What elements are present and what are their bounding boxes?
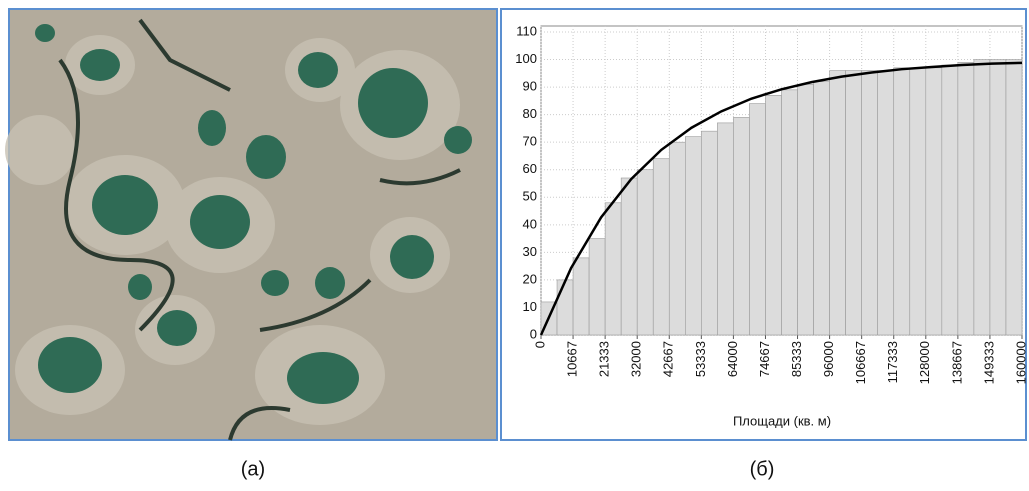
bar bbox=[684, 136, 702, 336]
y-tick-label: 70 bbox=[523, 134, 537, 149]
x-tick-label: 32000 bbox=[629, 341, 644, 377]
x-tick-label: 128000 bbox=[917, 341, 932, 384]
x-tick-label: 160000 bbox=[1013, 341, 1028, 384]
y-tick-label: 60 bbox=[523, 161, 537, 176]
y-tick-label: 40 bbox=[523, 216, 537, 231]
x-tick-label: 10667 bbox=[565, 341, 580, 377]
bar bbox=[813, 81, 830, 336]
satellite-image bbox=[5, 8, 498, 441]
bar bbox=[717, 122, 734, 336]
y-tick-label: 20 bbox=[523, 271, 537, 286]
bar bbox=[893, 67, 911, 336]
bar bbox=[604, 202, 622, 336]
x-tick-label: 106667 bbox=[853, 341, 868, 384]
bar bbox=[909, 67, 927, 336]
bar bbox=[765, 95, 782, 336]
bar bbox=[941, 64, 959, 336]
y-tick-label: 80 bbox=[523, 106, 537, 121]
y-tick-label: 100 bbox=[515, 51, 537, 66]
bar bbox=[797, 84, 814, 336]
x-tick-label: 149333 bbox=[981, 341, 996, 384]
bar bbox=[749, 103, 766, 336]
bar bbox=[973, 59, 991, 336]
caption: (б) bbox=[750, 458, 775, 480]
bar bbox=[636, 169, 654, 336]
bar bbox=[733, 117, 750, 336]
x-tick-label: 64000 bbox=[725, 341, 740, 377]
y-tick-label: 0 bbox=[530, 326, 537, 341]
y-tick-label: 50 bbox=[523, 189, 537, 204]
x-tick-label: 74667 bbox=[757, 341, 772, 377]
bar bbox=[877, 70, 895, 336]
bar bbox=[957, 61, 975, 336]
y-tick-label: 10 bbox=[523, 299, 537, 314]
bar bbox=[652, 158, 670, 336]
bar bbox=[588, 238, 606, 336]
y-tick-label: 110 bbox=[516, 23, 537, 38]
y-tick-label: 90 bbox=[523, 79, 537, 94]
x-tick-label: 117333 bbox=[885, 341, 900, 383]
x-tick-label: 0 bbox=[532, 341, 547, 348]
x-tick-label: 53333 bbox=[693, 341, 708, 377]
bar bbox=[701, 130, 718, 336]
bar bbox=[845, 70, 862, 336]
bar bbox=[620, 177, 638, 336]
plot: 0 10 20 30 40 50 60 70 80 90 100 110 0 10667 21333 3200… bbox=[515, 23, 1028, 384]
bar bbox=[556, 279, 574, 336]
bar bbox=[925, 67, 943, 336]
bar bbox=[861, 70, 879, 336]
y-tick-label: 30 bbox=[523, 244, 537, 259]
x-tick-label: 96000 bbox=[821, 341, 836, 377]
x-tick-label: 21333 bbox=[597, 341, 612, 377]
bar bbox=[1005, 59, 1023, 336]
fit-curve bbox=[539, 61, 1023, 336]
bar bbox=[829, 70, 846, 336]
x-axis-label: Площади (кв. м) bbox=[733, 413, 831, 428]
bar bbox=[781, 89, 798, 336]
x-tick-label: 42667 bbox=[661, 341, 676, 377]
x-tick-label: 138667 bbox=[949, 341, 964, 384]
x-tick-label: 85333 bbox=[789, 341, 804, 377]
bar bbox=[989, 59, 1007, 336]
caption: (а) bbox=[241, 458, 265, 480]
bar bbox=[668, 141, 686, 336]
bar bbox=[572, 257, 590, 336]
